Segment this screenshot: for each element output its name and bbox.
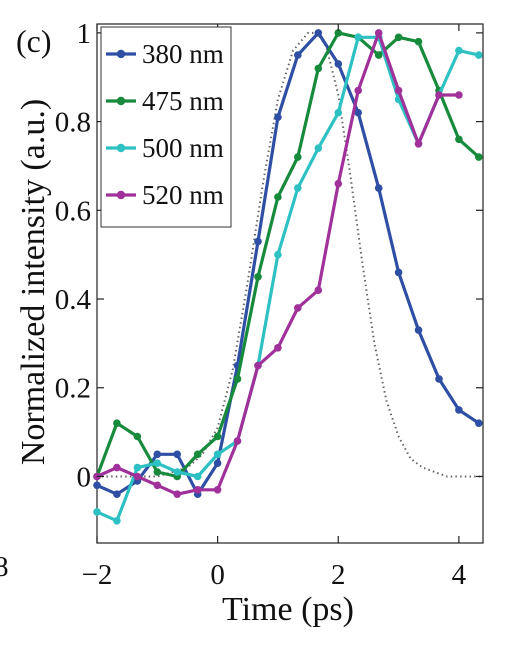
data-point — [113, 419, 121, 428]
x-tick-label: 0 — [210, 559, 225, 591]
data-point — [193, 486, 202, 494]
data-point — [254, 237, 262, 246]
plot-area-frame — [96, 23, 484, 544]
data-point — [274, 250, 282, 259]
data-point — [475, 51, 483, 59]
data-point — [475, 153, 483, 161]
data-point — [193, 472, 202, 481]
data-point — [113, 463, 121, 472]
data-point — [314, 64, 323, 73]
data-point — [233, 437, 242, 445]
left-cut-tick-label: 8 — [0, 551, 9, 583]
data-point — [314, 29, 323, 37]
legend-entry: 475 nm — [106, 86, 224, 116]
data-point — [193, 450, 202, 459]
data-point — [374, 29, 383, 37]
y-tick-label: 0 — [77, 461, 92, 493]
data-point — [113, 490, 121, 499]
x-tick-label: 2 — [331, 559, 346, 591]
data-point — [354, 108, 363, 117]
data-point — [133, 432, 142, 441]
x-tick-label: 4 — [452, 559, 467, 591]
data-point — [213, 450, 222, 459]
data-point — [274, 113, 282, 121]
legend-label: 475 nm — [142, 86, 224, 116]
data-point — [334, 179, 343, 188]
data-point — [153, 459, 162, 468]
data-point — [133, 472, 142, 481]
legend-entry: 380 nm — [106, 39, 224, 69]
legend-swatch-marker — [116, 49, 126, 59]
data-point — [153, 481, 162, 490]
data-point — [374, 184, 383, 192]
data-point — [294, 51, 302, 59]
legend-entry: 520 nm — [106, 180, 224, 210]
data-point — [254, 361, 262, 370]
legend-swatch-marker — [116, 143, 126, 153]
data-point — [414, 140, 423, 148]
data-point — [254, 273, 262, 281]
legend: 380 nm 475 nm 500 nm 520 nm — [100, 26, 232, 228]
data-point — [435, 91, 443, 99]
data-point — [455, 91, 463, 99]
data-point — [274, 344, 282, 352]
data-point — [153, 450, 162, 459]
data-point — [294, 153, 302, 161]
data-point — [173, 490, 181, 499]
data-point — [213, 432, 222, 441]
data-point — [394, 33, 403, 42]
data-point — [314, 286, 323, 295]
x-tick-label: −2 — [82, 559, 113, 591]
y-tick-label: 1 — [77, 18, 92, 50]
data-point — [233, 375, 242, 383]
series-520-nm — [93, 29, 463, 499]
data-point — [354, 86, 363, 95]
panel-label: (c) — [16, 23, 52, 59]
data-point — [334, 29, 343, 37]
y-tick-label: 0.8 — [55, 107, 91, 139]
data-point — [475, 419, 483, 428]
data-point — [314, 144, 323, 152]
x-axis-title: Time (ps) — [222, 591, 354, 628]
data-point — [394, 86, 403, 95]
legend-swatch-marker — [116, 96, 126, 106]
data-point — [455, 46, 463, 55]
data-point — [435, 375, 443, 383]
data-point — [334, 108, 343, 117]
data-point — [455, 406, 463, 414]
data-point — [173, 450, 181, 459]
data-point — [213, 459, 222, 468]
y-tick-label: 0.2 — [55, 373, 91, 405]
data-point — [294, 184, 302, 192]
y-tick-label: 0.6 — [55, 195, 91, 227]
y-tick-label: 0.4 — [55, 284, 92, 316]
data-point — [274, 193, 282, 201]
data-point — [133, 463, 142, 472]
data-point — [173, 468, 181, 476]
ticks-layer: −2 0 2 4 0 0.2 0.4 0.6 0.8 1 — [55, 18, 483, 591]
data-point — [414, 326, 423, 334]
data-point — [414, 37, 423, 46]
data-point — [93, 481, 101, 490]
y-axis-title: Normalized intensity (a.u.) — [15, 99, 52, 465]
data-point — [394, 268, 403, 277]
data-point — [334, 60, 343, 68]
legend-label: 520 nm — [142, 180, 224, 210]
series-layer — [93, 29, 483, 525]
data-point — [374, 51, 383, 59]
data-point — [213, 486, 222, 494]
legend-entry: 500 nm — [106, 133, 224, 163]
data-point — [455, 135, 463, 144]
data-point — [93, 508, 101, 516]
data-point — [354, 33, 363, 42]
legend-label: 500 nm — [142, 133, 224, 163]
legend-label: 380 nm — [142, 39, 224, 69]
data-point — [113, 517, 121, 525]
data-point — [294, 304, 302, 312]
data-point — [153, 468, 162, 476]
legend-swatch-marker — [116, 190, 126, 200]
